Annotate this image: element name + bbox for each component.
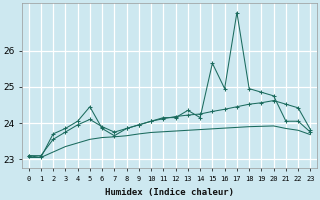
X-axis label: Humidex (Indice chaleur): Humidex (Indice chaleur) [105,188,234,197]
